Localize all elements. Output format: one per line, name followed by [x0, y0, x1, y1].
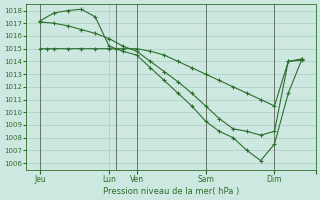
X-axis label: Pression niveau de la mer( hPa ): Pression niveau de la mer( hPa ) — [103, 187, 239, 196]
